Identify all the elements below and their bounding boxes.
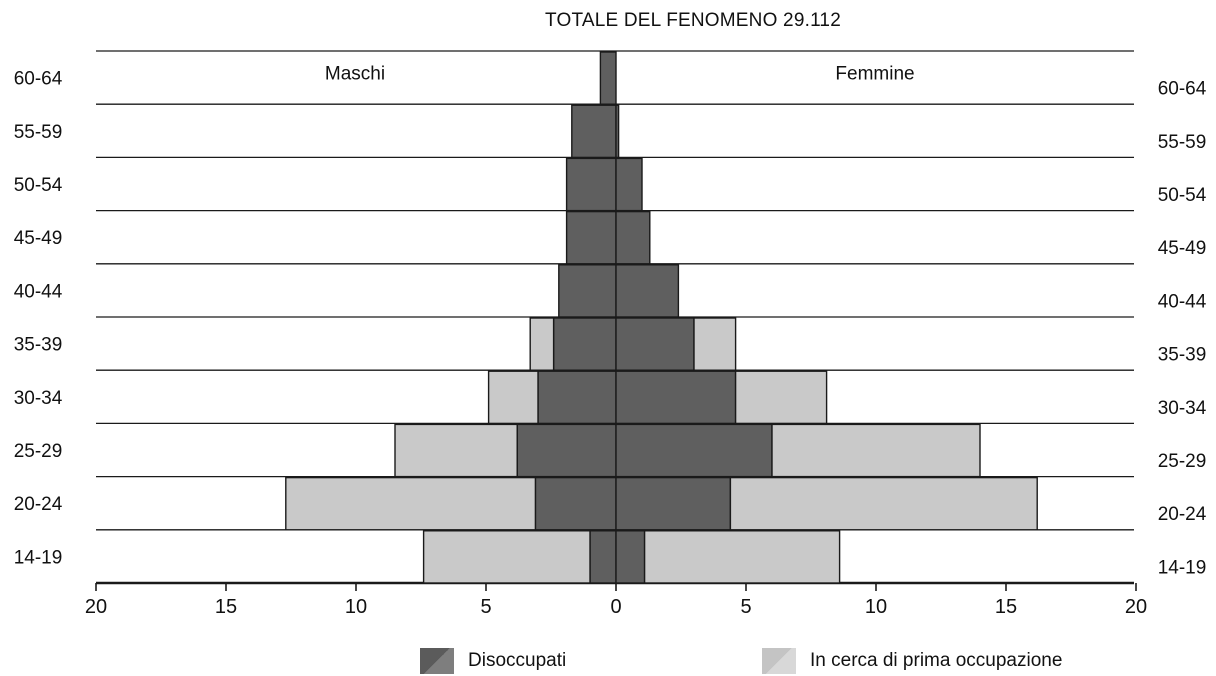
age-label-left: 30-34 — [14, 388, 63, 409]
x-tick-label: 20 — [1125, 596, 1147, 618]
side-label-maschi: Maschi — [325, 64, 385, 85]
bar-female-first_job-30-34 — [734, 370, 828, 425]
age-label-left: 35-39 — [14, 335, 63, 356]
bar-female-unemployed-14-19 — [615, 530, 646, 584]
bar-female-first_job-14-19 — [643, 530, 841, 584]
legend-label-disoccupati: Disoccupati — [468, 650, 567, 671]
x-tick-label: 10 — [865, 596, 887, 618]
age-label-left: 14-19 — [14, 547, 63, 568]
age-label-left: 20-24 — [14, 494, 63, 515]
x-tick-label: 5 — [740, 596, 751, 618]
bar-male-unemployed-55-59 — [571, 104, 617, 159]
age-label-left: 55-59 — [14, 122, 63, 143]
x-axis: 20 15 10 5 0 5 10 15 20 — [85, 583, 1147, 618]
legend-swatch-prima-occupazione — [762, 648, 796, 674]
age-label-right: 40-44 — [1158, 291, 1207, 312]
age-label-right: 55-59 — [1158, 132, 1207, 153]
x-tick-label: 10 — [345, 596, 367, 618]
age-label-right: 30-34 — [1158, 398, 1207, 419]
legend-item-prima-occupazione: In cerca di prima occupazione — [762, 648, 1062, 674]
bar-male-unemployed-14-19 — [589, 530, 617, 584]
bar-female-first_job-35-39 — [693, 317, 737, 371]
bars-layer — [285, 51, 1038, 584]
bar-female-unemployed-30-34 — [615, 370, 737, 425]
age-label-right: 25-29 — [1158, 451, 1207, 472]
bar-male-unemployed-25-29 — [516, 423, 617, 478]
age-label-right: 14-19 — [1158, 557, 1207, 578]
age-label-right: 50-54 — [1158, 185, 1207, 206]
bar-female-first_job-25-29 — [771, 423, 981, 478]
bar-male-first_job-25-29 — [394, 423, 518, 478]
x-tick-label: 15 — [215, 596, 237, 618]
bar-female-unemployed-55-59 — [615, 104, 620, 159]
bar-female-unemployed-50-54 — [615, 157, 643, 212]
bar-male-first_job-14-19 — [422, 530, 591, 584]
legend-swatch-disoccupati — [420, 648, 454, 674]
legend-item-disoccupati: Disoccupati — [420, 648, 566, 674]
bar-male-unemployed-40-44 — [558, 264, 617, 318]
bar-male-unemployed-45-49 — [565, 210, 617, 265]
age-label-right: 35-39 — [1158, 345, 1207, 366]
x-tick-label: 15 — [995, 596, 1017, 618]
age-label-left: 50-54 — [14, 175, 63, 196]
bar-male-first_job-20-24 — [285, 476, 537, 531]
legend-label-prima-occupazione: In cerca di prima occupazione — [810, 650, 1063, 671]
side-label-femmine: Femmine — [835, 64, 914, 85]
bar-male-unemployed-50-54 — [565, 157, 617, 212]
age-label-right: 60-64 — [1158, 79, 1207, 100]
age-label-left: 40-44 — [14, 281, 63, 302]
labels-layer: 14-19 14-19 20-24 20-24 25-29 25-29 30-34 30-34… — [14, 64, 1207, 579]
bar-male-unemployed-60-64 — [599, 51, 617, 105]
age-label-right: 20-24 — [1158, 504, 1207, 525]
age-label-left: 45-49 — [14, 228, 63, 249]
bar-male-unemployed-30-34 — [537, 370, 617, 425]
bar-female-first_job-20-24 — [729, 476, 1038, 531]
bar-female-unemployed-20-24 — [615, 476, 732, 531]
age-label-left: 60-64 — [14, 69, 63, 90]
bar-male-unemployed-20-24 — [534, 476, 617, 531]
bar-female-unemployed-45-49 — [615, 210, 651, 265]
x-tick-label: 20 — [85, 596, 107, 618]
bar-male-first_job-35-39 — [529, 317, 555, 371]
bar-female-unemployed-40-44 — [615, 264, 680, 318]
bar-male-unemployed-35-39 — [552, 317, 617, 371]
x-tick-label: 0 — [610, 596, 621, 618]
x-tick-label: 5 — [480, 596, 491, 618]
chart-title: TOTALE DEL FENOMENO 29.112 — [545, 10, 841, 31]
age-label-left: 25-29 — [14, 441, 63, 462]
bar-female-unemployed-25-29 — [615, 423, 773, 478]
age-label-right: 45-49 — [1158, 238, 1207, 259]
bar-male-first_job-30-34 — [487, 370, 539, 425]
bar-female-unemployed-35-39 — [615, 317, 695, 371]
